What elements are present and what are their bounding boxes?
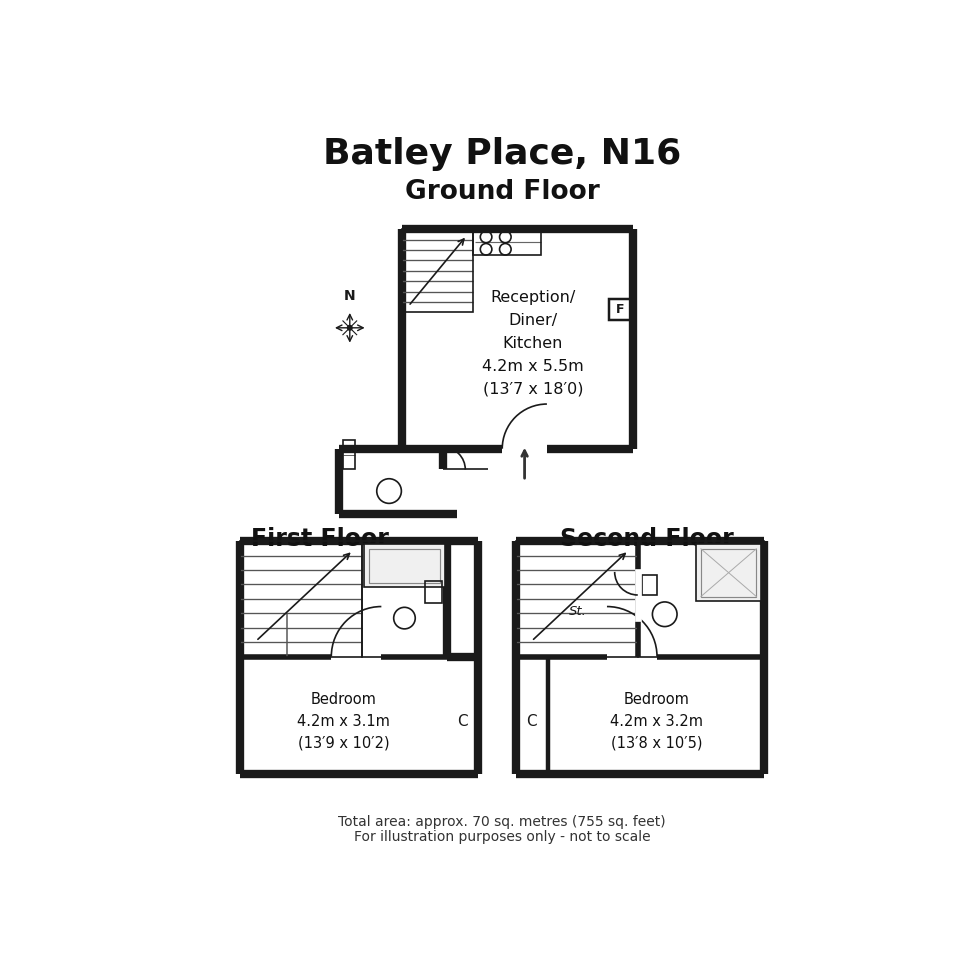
- Bar: [697, 544, 761, 601]
- Bar: [365, 544, 445, 587]
- Bar: [240, 541, 363, 657]
- Text: St.: St.: [568, 606, 587, 618]
- Bar: [343, 440, 355, 469]
- Text: Reception/
Diner/
Kitchen
4.2m x 5.5m
(13′7 x 18′0): Reception/ Diner/ Kitchen 4.2m x 5.5m (1…: [482, 290, 584, 396]
- Text: Bedroom
4.2m x 3.1m
(13′9 x 10′2): Bedroom 4.2m x 3.1m (13′9 x 10′2): [297, 692, 390, 751]
- Bar: [402, 229, 473, 313]
- Text: First Floor: First Floor: [251, 527, 389, 551]
- Bar: [701, 549, 757, 597]
- Bar: [363, 541, 447, 657]
- Text: Total area: approx. 70 sq. metres (755 sq. feet): Total area: approx. 70 sq. metres (755 s…: [338, 815, 666, 829]
- Text: F: F: [615, 303, 624, 316]
- Text: C: C: [526, 713, 537, 729]
- Bar: [425, 581, 442, 603]
- Bar: [473, 229, 541, 255]
- Text: Batley Place, N16: Batley Place, N16: [323, 137, 681, 171]
- Text: For illustration purposes only - not to scale: For illustration purposes only - not to …: [354, 830, 651, 844]
- Text: N: N: [344, 289, 356, 303]
- Bar: [369, 549, 440, 583]
- Text: C: C: [457, 713, 467, 729]
- Bar: [638, 541, 764, 657]
- Bar: [610, 299, 631, 320]
- Circle shape: [348, 325, 352, 330]
- Bar: [516, 541, 638, 657]
- Text: Ground Floor: Ground Floor: [405, 179, 600, 205]
- Bar: [642, 575, 657, 595]
- Text: Bedroom
4.2m x 3.2m
(13′8 x 10′5): Bedroom 4.2m x 3.2m (13′8 x 10′5): [610, 692, 703, 751]
- Text: Second Floor: Second Floor: [561, 527, 734, 551]
